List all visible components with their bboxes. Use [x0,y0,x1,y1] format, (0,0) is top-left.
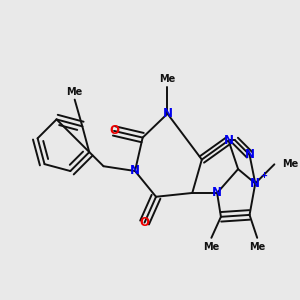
Text: Me: Me [249,242,265,252]
Text: N: N [250,177,260,190]
Text: Me: Me [159,74,176,84]
Text: Me: Me [67,87,83,97]
Text: Me: Me [282,159,298,169]
Text: N: N [130,164,140,178]
Text: N: N [244,148,255,161]
Text: O: O [140,216,150,229]
Text: +: + [260,171,267,180]
Text: N: N [224,134,234,147]
Text: Me: Me [203,242,220,252]
Text: N: N [212,187,222,200]
Text: O: O [109,124,119,137]
Text: N: N [163,107,172,120]
